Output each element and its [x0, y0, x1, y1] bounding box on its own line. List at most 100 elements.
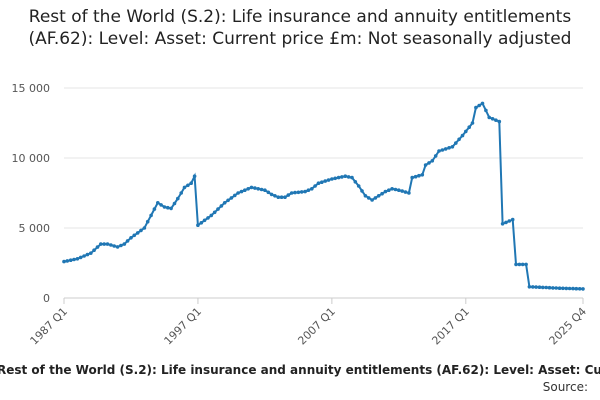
data-point: [541, 285, 545, 290]
data-point: [196, 223, 200, 227]
data-point: [460, 133, 465, 138]
data-point: [139, 228, 143, 233]
data-point: [360, 189, 364, 193]
data-point: [162, 205, 167, 209]
x-tick-label: 2007 Q1: [295, 305, 338, 348]
data-point: [279, 195, 284, 199]
data-point: [313, 184, 317, 188]
data-point: [326, 178, 331, 182]
data-point: [397, 188, 401, 192]
data-point: [152, 207, 157, 211]
data-point: [95, 245, 100, 249]
data-point: [370, 198, 374, 202]
data-point: [276, 195, 281, 199]
data-point: [504, 220, 508, 225]
data-point: [72, 257, 76, 262]
x-tick-label: 2025 Q4: [547, 305, 590, 348]
data-point: [497, 119, 502, 124]
data-point: [189, 181, 193, 185]
data-point: [433, 154, 438, 158]
data-point: [249, 185, 254, 190]
data-point: [142, 226, 147, 230]
data-point: [480, 101, 485, 106]
series-line: [63, 101, 584, 290]
grid-layer: [64, 87, 583, 299]
data-point: [306, 188, 311, 192]
data-point: [82, 254, 86, 258]
data-point: [169, 206, 173, 211]
data-point: [99, 242, 103, 246]
data-point: [253, 186, 257, 190]
data-point: [527, 285, 532, 289]
data-point: [65, 259, 70, 263]
data-point: [226, 198, 230, 203]
data-point: [574, 286, 579, 291]
data-point: [373, 196, 378, 200]
data-point: [310, 187, 314, 191]
series-layer: [62, 101, 585, 291]
data-point: [571, 286, 575, 291]
data-point: [89, 251, 93, 255]
data-point: [202, 218, 207, 223]
data-point: [75, 257, 80, 261]
data-point: [209, 213, 214, 218]
data-point: [239, 189, 244, 194]
data-point: [125, 239, 130, 243]
data-point: [413, 174, 418, 179]
data-point: [289, 191, 294, 195]
data-point: [303, 189, 307, 194]
data-point: [450, 145, 455, 149]
data-point: [567, 286, 572, 291]
data-point: [145, 219, 150, 224]
data-point: [333, 176, 338, 181]
data-point: [346, 175, 351, 179]
data-point: [524, 262, 528, 267]
data-point: [561, 286, 565, 291]
data-point: [494, 118, 498, 122]
data-point: [437, 149, 441, 153]
data-point: [243, 188, 247, 192]
data-point: [216, 207, 220, 211]
data-point: [390, 187, 394, 191]
data-point: [484, 108, 488, 113]
data-point: [534, 285, 538, 289]
data-point: [537, 285, 542, 290]
data-point: [269, 192, 274, 197]
data-point: [510, 217, 515, 222]
data-point: [464, 129, 468, 134]
data-point: [323, 179, 328, 183]
data-point: [430, 159, 435, 163]
data-point: [383, 189, 388, 194]
data-point: [517, 262, 522, 267]
data-point: [376, 194, 381, 198]
data-point: [581, 287, 585, 291]
data-point: [490, 117, 495, 121]
data-point: [393, 187, 398, 192]
data-point: [507, 219, 512, 223]
data-point: [387, 188, 391, 192]
data-point: [547, 285, 552, 290]
data-point: [356, 184, 361, 188]
data-point: [259, 187, 264, 192]
data-point: [176, 196, 180, 201]
data-point: [78, 255, 83, 260]
data-point: [316, 181, 321, 185]
data-point: [443, 147, 448, 151]
data-point: [407, 191, 411, 195]
legend-label: Rest of the World (S.2): Life insurance …: [0, 363, 600, 377]
data-point: [454, 141, 458, 145]
data-point: [206, 216, 210, 220]
data-point: [273, 194, 277, 198]
data-point: [266, 190, 271, 195]
data-point: [514, 262, 518, 267]
data-point: [199, 221, 204, 225]
data-point: [400, 189, 405, 193]
x-tick-label: 1997 Q1: [162, 305, 205, 348]
data-point: [457, 137, 461, 142]
data-point: [236, 191, 240, 195]
data-point: [487, 115, 492, 120]
data-point: [149, 213, 153, 218]
x-tick-label: 1987 Q1: [28, 305, 71, 348]
data-point: [500, 222, 505, 226]
